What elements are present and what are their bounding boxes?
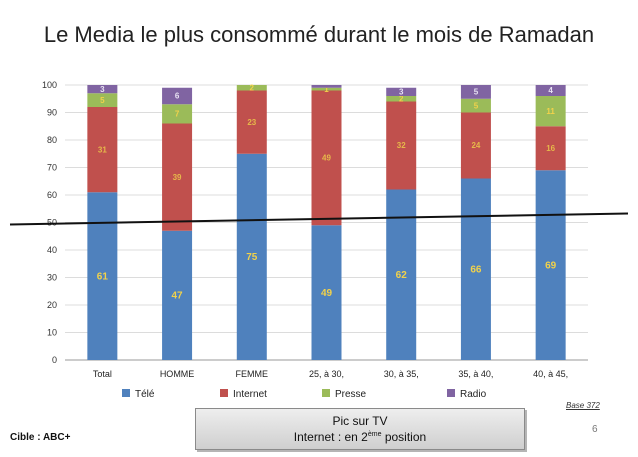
data-label: 2: [250, 83, 255, 92]
bar-segment: [386, 96, 417, 102]
data-label: 23: [247, 118, 256, 127]
bar-segment: [535, 96, 566, 127]
bar-segment: [162, 123, 193, 231]
data-label: 61: [97, 271, 109, 282]
bar-segment: [162, 87, 193, 105]
x-tick-label: Total: [93, 369, 112, 379]
data-label: 4: [548, 86, 553, 95]
base-note: Base 372: [566, 401, 600, 410]
data-label: 49: [321, 288, 333, 299]
bar-segment: [386, 101, 417, 190]
bar-segment: [236, 153, 267, 360]
reference-line: [9, 212, 629, 226]
data-label: 69: [545, 260, 557, 271]
data-label: 5: [100, 96, 105, 105]
bar-segment: [236, 90, 267, 154]
y-tick-label: 70: [47, 163, 57, 173]
bar-segment: [87, 107, 118, 193]
data-label: 3: [399, 88, 404, 97]
x-tick-label: HOMME: [160, 369, 195, 379]
data-label: 6: [175, 92, 180, 101]
data-label: 75: [246, 252, 258, 263]
bar-segment: [460, 112, 491, 179]
bar-segment: [311, 85, 342, 88]
data-label: 39: [173, 173, 182, 182]
bar-segment: [386, 87, 417, 96]
y-tick-label: 0: [52, 355, 57, 365]
y-tick-label: 90: [47, 108, 57, 118]
callout-box: Pic sur TV Internet : en 2ème position: [195, 408, 525, 450]
bar-segment: [162, 230, 193, 360]
bar-segment: [460, 98, 491, 113]
bar-segment: [460, 178, 491, 360]
legend-swatch: [447, 389, 455, 397]
legend-label: Télé: [135, 389, 155, 400]
legend-label: Internet: [233, 389, 267, 400]
callout-line-2-pre: Internet : en 2: [293, 430, 368, 444]
bar-segment: [87, 93, 118, 107]
callout-line-2-sup: ème: [367, 431, 382, 438]
bar-segment: [236, 85, 267, 91]
data-label: 24: [471, 141, 480, 150]
legend-swatch: [220, 389, 228, 397]
y-tick-label: 50: [47, 218, 57, 228]
data-label: 7: [175, 110, 180, 119]
y-tick-label: 100: [42, 80, 57, 90]
x-tick-label: 25, à 30,: [309, 369, 344, 379]
page-title: Le Media le plus consommé durant le mois…: [43, 22, 595, 47]
y-tick-label: 20: [47, 300, 57, 310]
bar-segment: [311, 225, 342, 360]
data-label: 32: [397, 141, 406, 150]
bar-segment: [311, 87, 342, 91]
target-audience: Cible : ABC+: [10, 432, 71, 443]
page-number: 6: [592, 424, 598, 435]
y-tick-label: 40: [47, 245, 57, 255]
data-label: 11: [546, 107, 555, 116]
data-label: 5: [474, 101, 479, 110]
y-tick-label: 10: [47, 328, 57, 338]
x-tick-label: 30, à 35,: [384, 369, 419, 379]
data-label: 3: [100, 85, 105, 94]
x-tick-label: 40, à 45,: [533, 369, 568, 379]
bar-segment: [162, 104, 193, 124]
bar-segment: [460, 85, 491, 99]
legend-label: Radio: [460, 389, 487, 400]
y-tick-label: 80: [47, 135, 57, 145]
legend-label: Presse: [335, 389, 367, 400]
data-label: 62: [396, 270, 408, 281]
data-label: 16: [546, 144, 555, 153]
callout-line-2: Internet : en 2ème position: [196, 430, 524, 444]
callout-line-2-post: position: [381, 430, 427, 444]
bar-segment: [535, 170, 566, 360]
bar-segment: [535, 126, 566, 171]
bar-segment: [535, 85, 566, 96]
data-label: 47: [172, 291, 184, 302]
bar-segment: [87, 192, 118, 360]
data-label: 1: [324, 85, 329, 94]
legend-swatch: [122, 389, 130, 397]
legend-swatch: [322, 389, 330, 397]
x-tick-label: FEMME: [236, 369, 269, 379]
y-tick-label: 30: [47, 273, 57, 283]
data-label: 5: [474, 88, 479, 97]
bar-segment: [311, 90, 342, 226]
data-label: 49: [322, 154, 331, 163]
callout-line-1: Pic sur TV: [332, 414, 388, 428]
x-tick-label: 35, à 40,: [458, 369, 493, 379]
bar-segment: [87, 85, 118, 94]
data-label: 31: [98, 145, 107, 154]
y-tick-label: 60: [47, 190, 57, 200]
data-label: 2: [399, 94, 404, 103]
data-label: 66: [470, 265, 482, 276]
